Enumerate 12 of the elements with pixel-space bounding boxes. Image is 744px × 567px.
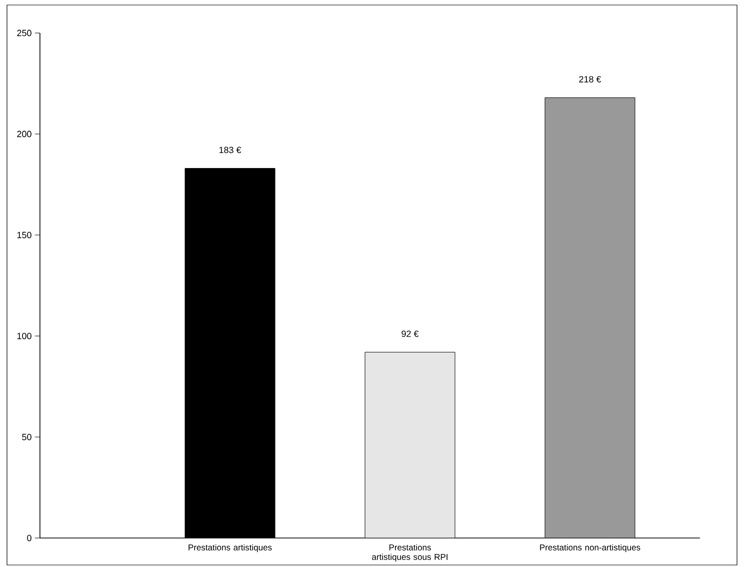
data-label: 183 € [219, 146, 242, 154]
y-tick-label: 200 [17, 130, 32, 138]
x-tick-label: Prestations artistiques [188, 544, 272, 552]
y-tick-label: 0 [27, 534, 32, 542]
x-tick-label: Prestations non-artistiques [540, 544, 640, 552]
x-tick-label: Prestations artistiques sous RPI [372, 544, 448, 562]
data-label: 92 € [402, 330, 419, 337]
data-label: 218 € [579, 76, 602, 82]
y-tick-label: 150 [17, 232, 32, 238]
y-tick-label: 50 [22, 434, 32, 440]
y-tick-label: 100 [17, 332, 32, 340]
y-tick-label: 250 [17, 30, 32, 36]
